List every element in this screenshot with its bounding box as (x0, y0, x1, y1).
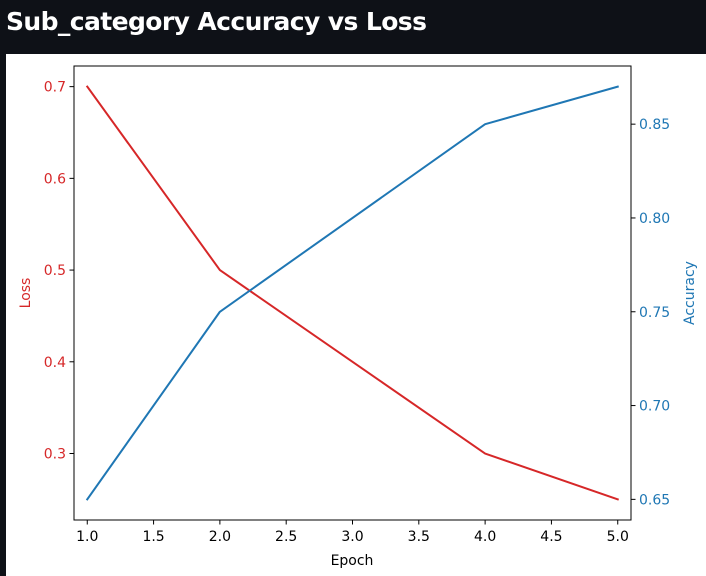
x-axis-label: Epoch (331, 553, 374, 569)
x-tick-label: 3.0 (341, 529, 363, 545)
y-left-tick-label: 0.4 (44, 355, 66, 371)
y-axis-left-label: Loss (18, 278, 34, 309)
y-left-tick-label: 0.7 (44, 80, 66, 96)
y-axis-right-label: Accuracy (682, 261, 698, 325)
y-right-tick-label: 0.75 (639, 305, 670, 321)
y-right-tick-label: 0.70 (639, 399, 670, 415)
page-title: Sub_category Accuracy vs Loss (6, 7, 427, 36)
y-axis-right: 0.65 0.70 0.75 0.80 0.85 (631, 117, 670, 508)
x-tick-label: 2.0 (209, 529, 231, 545)
x-tick-label: 1.5 (142, 529, 164, 545)
y-right-tick-label: 0.85 (639, 117, 670, 133)
y-left-tick-label: 0.5 (44, 263, 66, 279)
series-line-loss (85, 85, 620, 501)
x-tick-label: 4.0 (474, 529, 496, 545)
chart-figure: 1.0 1.5 2.0 2.5 3.0 3.5 4.0 4.5 5.0 0.3 0.4 0.5 0.6… (6, 54, 706, 576)
plot-frame (73, 65, 632, 521)
x-tick-label: 2.5 (275, 529, 297, 545)
x-axis: 1.0 1.5 2.0 2.5 3.0 3.5 4.0 4.5 5.0 (76, 520, 629, 545)
y-axis-left: 0.3 0.4 0.5 0.6 0.7 (44, 80, 74, 463)
x-tick-label: 5.0 (607, 529, 629, 545)
y-left-tick-label: 0.3 (44, 447, 66, 463)
series-lines-group (85, 85, 620, 501)
x-tick-label: 4.5 (540, 529, 562, 545)
x-tick-label: 1.0 (76, 529, 98, 545)
y-right-tick-label: 0.80 (639, 211, 670, 227)
y-right-tick-label: 0.65 (639, 492, 670, 508)
series-line-accuracy (85, 85, 619, 501)
y-left-tick-label: 0.6 (44, 171, 66, 187)
loss-accuracy-chart: 1.0 1.5 2.0 2.5 3.0 3.5 4.0 4.5 5.0 0.3 0.4 0.5 0.6… (18, 65, 698, 569)
x-tick-label: 3.5 (408, 529, 430, 545)
